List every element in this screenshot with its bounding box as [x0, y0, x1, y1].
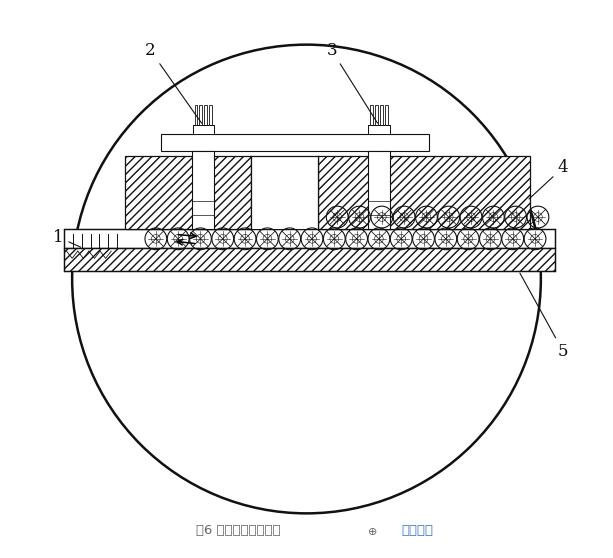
Text: 3: 3	[326, 42, 378, 123]
Text: 下载原图: 下载原图	[402, 524, 433, 537]
Bar	[199, 105, 202, 125]
Bar	[385, 105, 388, 125]
Bar	[370, 105, 373, 125]
Text: 1: 1	[53, 229, 81, 247]
Bar	[194, 105, 197, 125]
Bar	[375, 105, 378, 125]
Bar	[192, 151, 215, 229]
Bar	[64, 229, 555, 248]
Bar	[192, 125, 214, 134]
Bar	[204, 105, 207, 125]
Bar	[318, 156, 530, 229]
Text: 2: 2	[145, 42, 202, 123]
Bar	[125, 156, 251, 229]
Text: 图6 双层导绳器示意图: 图6 双层导绳器示意图	[196, 524, 281, 537]
Bar	[161, 134, 429, 151]
Bar	[368, 125, 390, 134]
Text: 5: 5	[520, 273, 568, 360]
Bar	[251, 156, 318, 229]
Text: ⊕: ⊕	[368, 527, 377, 537]
Bar	[64, 248, 555, 271]
Bar	[368, 151, 390, 229]
Bar	[209, 105, 212, 125]
Bar	[380, 105, 383, 125]
Text: 4: 4	[529, 159, 568, 199]
